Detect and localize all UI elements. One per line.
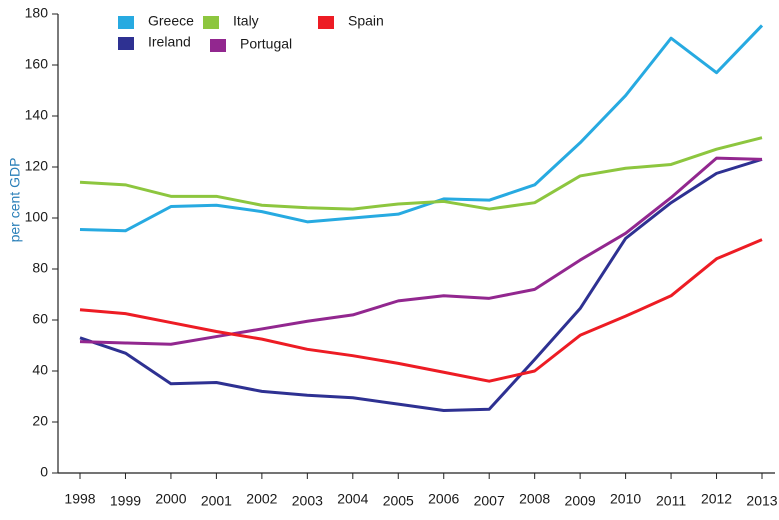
y-tick-label: 40 — [32, 362, 48, 378]
y-tick-label: 80 — [32, 260, 48, 276]
x-tick-label: 2009 — [565, 493, 596, 509]
x-tick-label: 2013 — [746, 493, 777, 509]
y-tick-label: 60 — [32, 311, 48, 327]
legend-label: Spain — [348, 13, 384, 29]
x-tick-label: 2003 — [292, 493, 323, 509]
series-line — [79, 24, 764, 233]
x-tick-label: 1998 — [64, 491, 95, 507]
y-tick-label: 120 — [25, 158, 49, 174]
y-axis-label: per cent GDP — [7, 158, 23, 243]
x-tick-label: 2012 — [701, 491, 732, 507]
series-line — [79, 156, 763, 346]
legend-label: Ireland — [148, 34, 191, 50]
x-tick-label: 1999 — [110, 493, 141, 509]
series-line — [79, 238, 763, 383]
legend-swatch — [118, 16, 134, 29]
y-tick-label: 160 — [25, 56, 49, 72]
x-tick-label: 2001 — [201, 493, 232, 509]
y-tick-label: 0 — [40, 464, 48, 480]
x-tick-label: 2006 — [428, 491, 459, 507]
x-tick-label: 2008 — [519, 491, 550, 507]
legend-swatch — [318, 16, 334, 29]
legend-swatch — [118, 37, 134, 50]
y-tick-label: 100 — [25, 209, 49, 225]
x-tick-label: 2011 — [656, 493, 686, 509]
legend-swatch — [210, 39, 226, 52]
x-tick-label: 2004 — [337, 491, 368, 507]
x-tick-label: 2010 — [610, 491, 641, 507]
legend-label: Greece — [148, 13, 194, 29]
y-tick-label: 20 — [32, 413, 48, 429]
x-tick-label: 2000 — [155, 491, 186, 507]
legend-label: Italy — [233, 13, 259, 29]
legend-label: Portugal — [240, 36, 292, 52]
x-tick-label: 2005 — [383, 493, 414, 509]
y-tick-label: 180 — [25, 5, 49, 21]
series-line — [79, 157, 763, 413]
series-line — [79, 136, 763, 211]
x-tick-label: 2007 — [474, 493, 505, 509]
legend-swatch — [203, 16, 219, 29]
y-tick-label: 140 — [25, 107, 49, 123]
x-tick-label: 2002 — [246, 491, 277, 507]
